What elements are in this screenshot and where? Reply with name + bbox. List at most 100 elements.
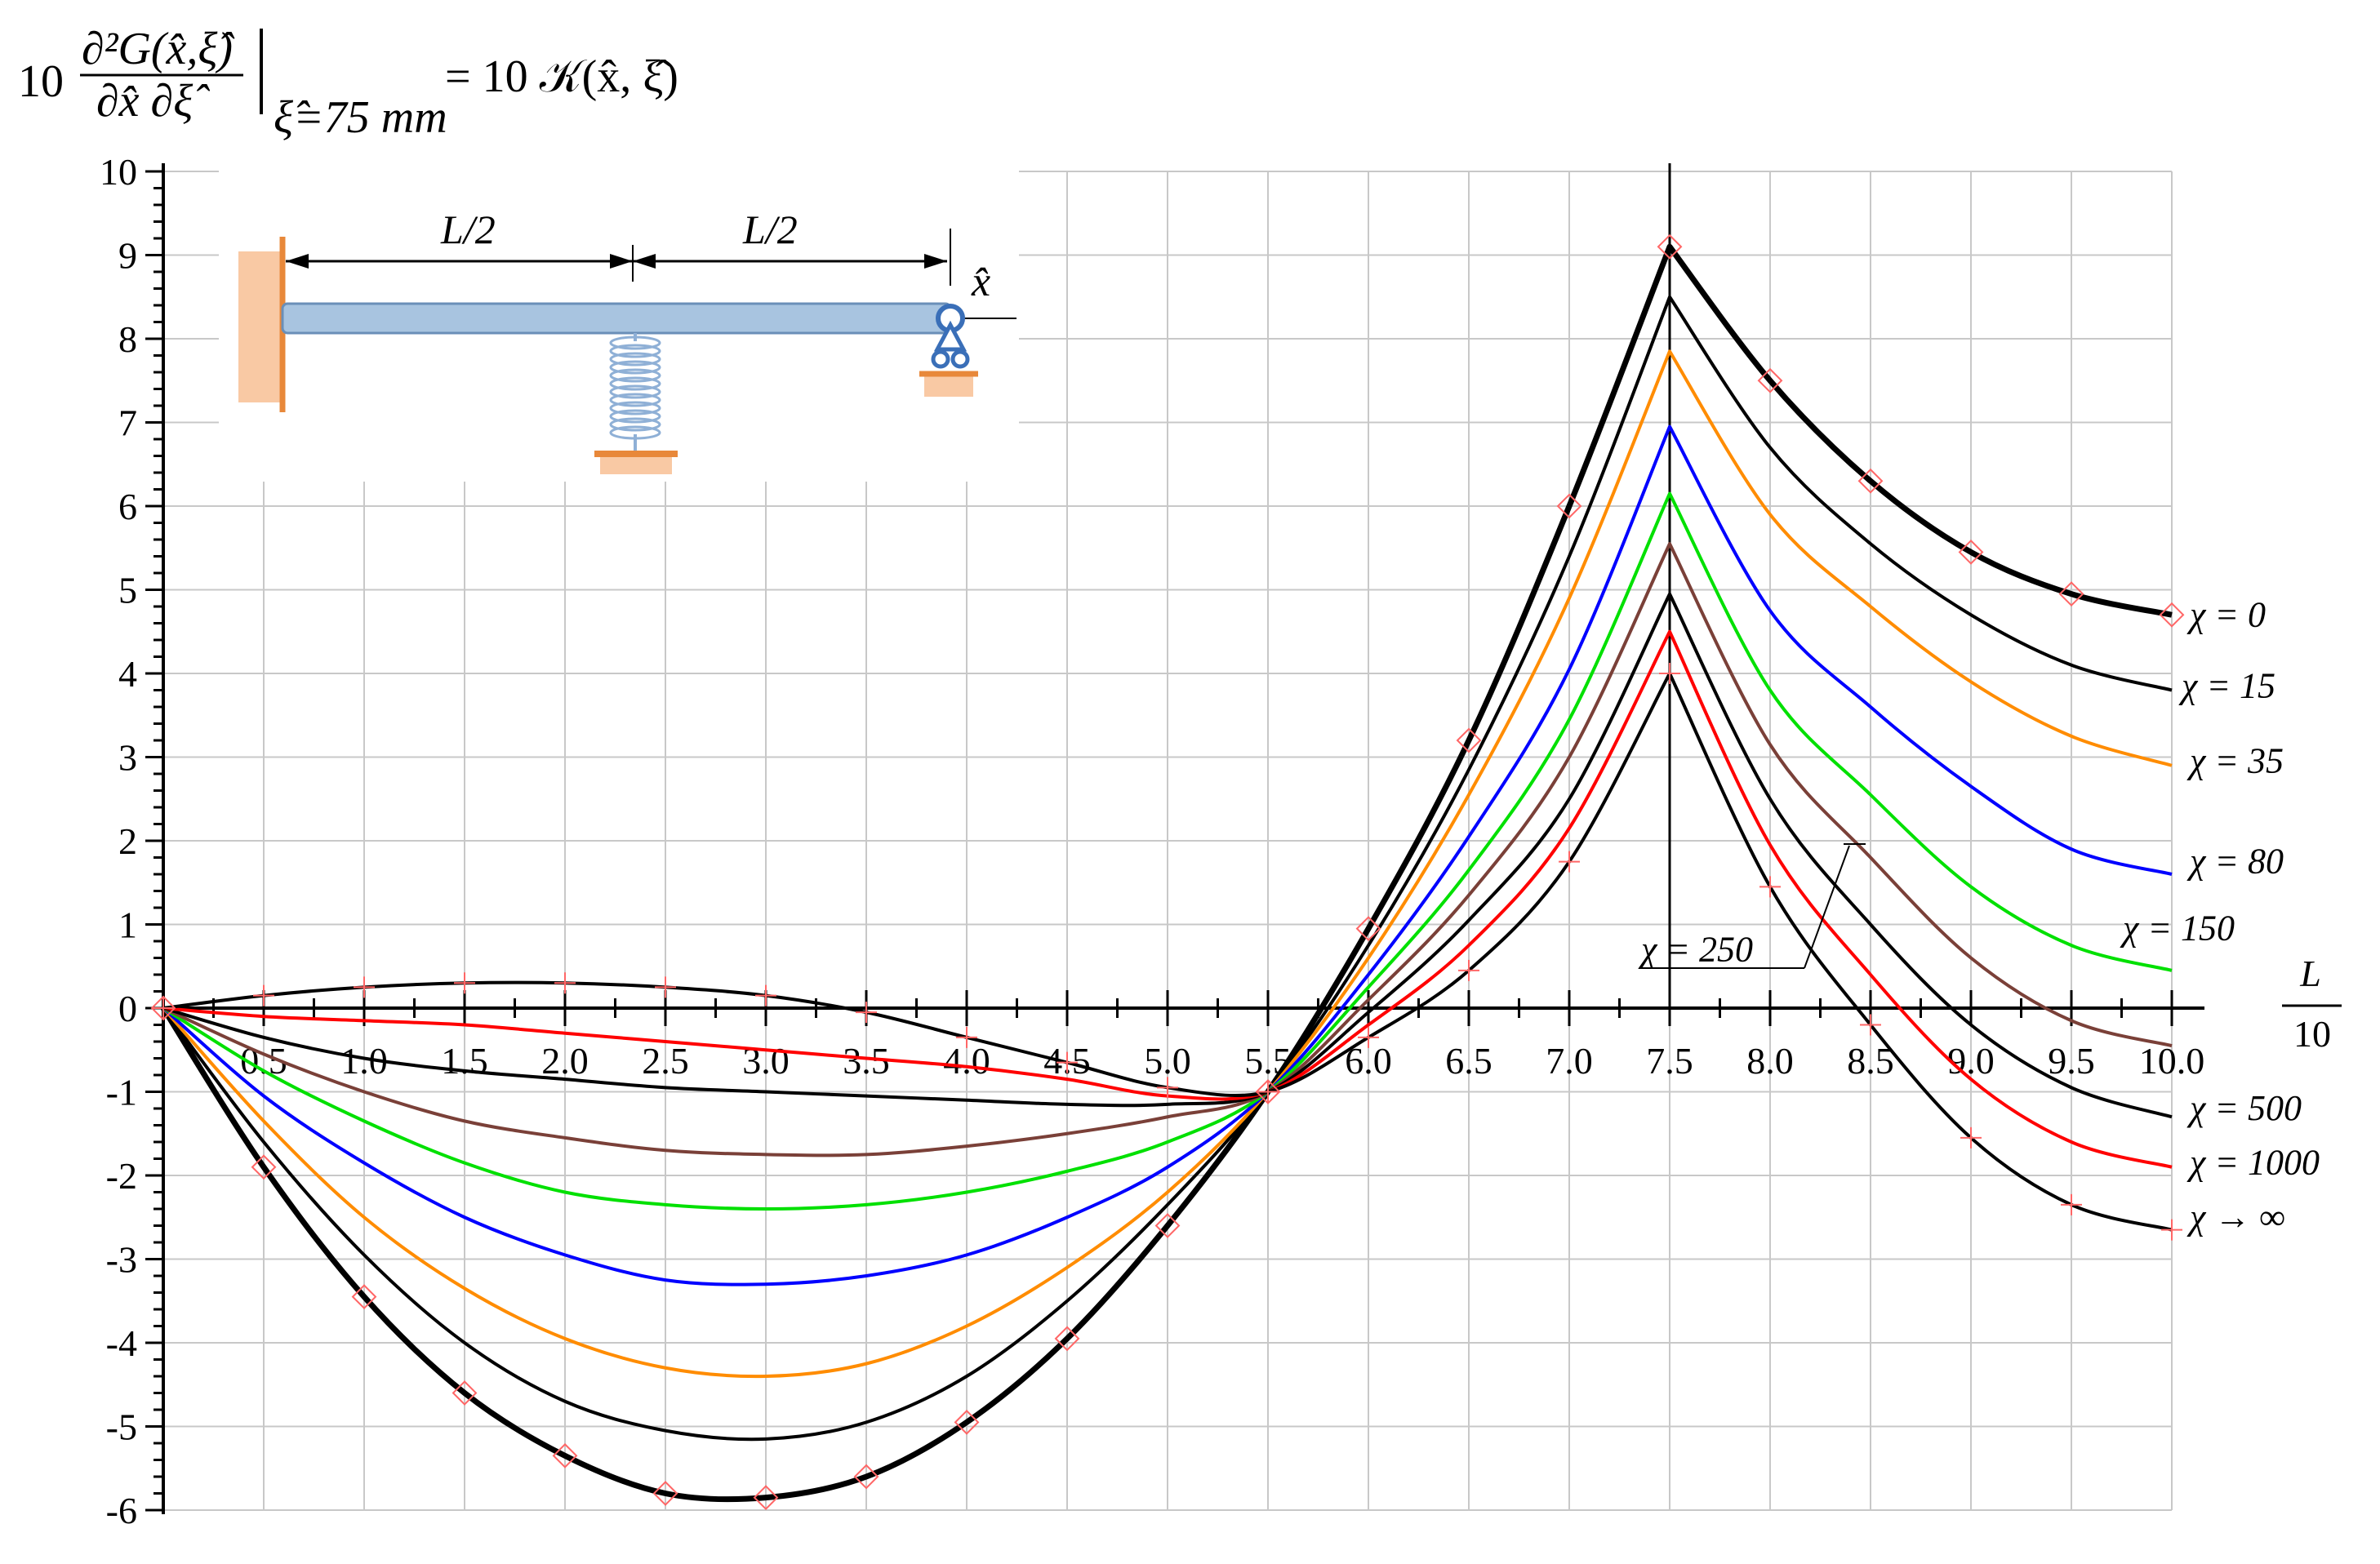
diamond-marker	[753, 1485, 779, 1511]
spring-coil	[609, 376, 661, 391]
diamond-marker	[954, 1409, 980, 1435]
series-line-1	[162, 295, 2173, 1442]
diamond-marker	[1456, 727, 1482, 753]
diamond-marker	[1255, 1079, 1281, 1104]
reference-markers	[150, 233, 2185, 1511]
curve-label: χ = 250	[1638, 929, 1753, 969]
y-tick-label: 10	[100, 151, 137, 193]
y-tick-label: 2	[118, 820, 137, 862]
series-line-3	[162, 424, 2173, 1286]
xlabel-numerator: L	[2299, 953, 2321, 994]
plus-marker	[2061, 1193, 2082, 1215]
plus-marker	[1157, 1077, 1178, 1099]
leader-line	[1804, 845, 1850, 969]
x-tick-label: 9.0	[1947, 1040, 1995, 1082]
coordinate-label: x̂	[971, 259, 990, 305]
y-tick-label: 1	[118, 904, 137, 946]
x-tick-label: 2.5	[642, 1040, 689, 1082]
beam	[281, 302, 952, 335]
plus-marker	[1659, 663, 1680, 684]
curve-label: χ = 150	[2120, 909, 2235, 949]
title-numerator: ∂²G(x̂,ξ̂)	[82, 24, 234, 74]
series-line-4	[162, 491, 2173, 1211]
x-tick-label: 7.0	[1546, 1040, 1593, 1082]
y-tick-label: -6	[106, 1490, 137, 1531]
roller-wheel-right	[950, 349, 970, 369]
plus-marker	[655, 976, 676, 998]
title-coef: 10	[18, 56, 64, 107]
spring-coil	[609, 384, 661, 399]
plus-marker	[1257, 1081, 1279, 1103]
plus-marker	[1960, 1126, 1982, 1149]
x-tick-label: 8.5	[1847, 1040, 1894, 1082]
x-tick-label: 9.5	[2048, 1040, 2095, 1082]
xlabel-denominator: 10	[2293, 1013, 2331, 1055]
spring-coil	[609, 368, 661, 383]
curve-label: χ = 15	[2178, 665, 2275, 705]
roller-triangle	[933, 320, 968, 352]
y-tick-label: 3	[118, 737, 137, 779]
spring-support	[609, 333, 661, 452]
plus-marker	[1860, 1014, 1881, 1036]
x-tick-label: 10.0	[2139, 1040, 2205, 1082]
y-tick-label: 6	[118, 486, 137, 527]
y-tick-label: -2	[106, 1155, 137, 1197]
y-tick-label: -4	[106, 1322, 137, 1364]
arrowhead-left-start	[286, 254, 309, 269]
plus-marker	[1559, 851, 1580, 873]
y-tick-label: -5	[106, 1406, 137, 1448]
plus-marker	[1358, 1026, 1379, 1048]
curve-labels: χ = 0 χ = 15 χ = 35 χ = 80 χ = 150 χ = 250 χ =…	[1638, 594, 2320, 1237]
plus-marker	[454, 972, 475, 994]
diamond-marker	[1355, 916, 1381, 942]
spring-coil	[609, 417, 661, 432]
spring-coil	[609, 352, 661, 367]
chi-250-leader	[1641, 843, 1866, 969]
chart-title: 10 ∂²G(x̂,ξ̂) ∂x̂ ∂ξ̂ ξ̂=75 mm = 10 𝒦(x̂…	[18, 24, 678, 143]
diamond-marker	[1054, 1326, 1080, 1352]
y-tick-label: 8	[118, 318, 137, 360]
left-span-label: L/2	[440, 207, 496, 252]
arrowhead-left-end	[610, 254, 633, 269]
spring-ground-block	[600, 454, 672, 474]
spring-coil	[609, 393, 661, 407]
x-tick-label: 7.5	[1646, 1040, 1693, 1082]
plus-marker	[354, 976, 375, 998]
series-line-6	[162, 592, 2173, 1119]
diamond-marker	[251, 1154, 277, 1180]
curve-label: χ = 500	[2186, 1088, 2302, 1128]
curve-label: χ = 35	[2186, 741, 2284, 781]
spring-coil	[609, 360, 661, 375]
roller-ground-block	[924, 374, 973, 397]
title-rhs: = 10 𝒦(x̂, ξ̂)	[445, 51, 678, 102]
plus-marker	[755, 984, 776, 1006]
plus-marker	[153, 997, 174, 1019]
y-tick-label: -3	[106, 1239, 137, 1281]
series-line-0	[161, 243, 2173, 1503]
diamond-marker	[351, 1284, 377, 1310]
plus-marker	[1057, 1051, 1078, 1073]
roller-wheel-left	[931, 349, 950, 369]
spring-coil	[609, 409, 661, 424]
arrowhead-right-end	[924, 254, 947, 269]
diamond-marker	[2058, 581, 2084, 607]
diamond-marker	[552, 1442, 578, 1468]
x-tick-label: 6.5	[1445, 1040, 1493, 1082]
curve-label: χ = 80	[2186, 842, 2284, 882]
series-line-8	[162, 672, 2173, 1232]
plus-marker	[253, 984, 274, 1006]
x-axis-label: L 10	[2282, 953, 2342, 1055]
x-tick-label: 3.0	[742, 1040, 790, 1082]
spring-coil	[609, 344, 661, 358]
plus-marker	[856, 1002, 877, 1024]
series-line-5	[162, 542, 2173, 1157]
title-subscript: ξ̂=75 mm	[274, 92, 447, 143]
diamond-marker	[1657, 233, 1683, 260]
y-tick-label: 4	[118, 653, 137, 695]
beam-inset-diagram: L/2 L/2 x̂	[219, 155, 1019, 482]
x-tick-label: 1.5	[441, 1040, 488, 1082]
plus-marker	[554, 972, 576, 994]
